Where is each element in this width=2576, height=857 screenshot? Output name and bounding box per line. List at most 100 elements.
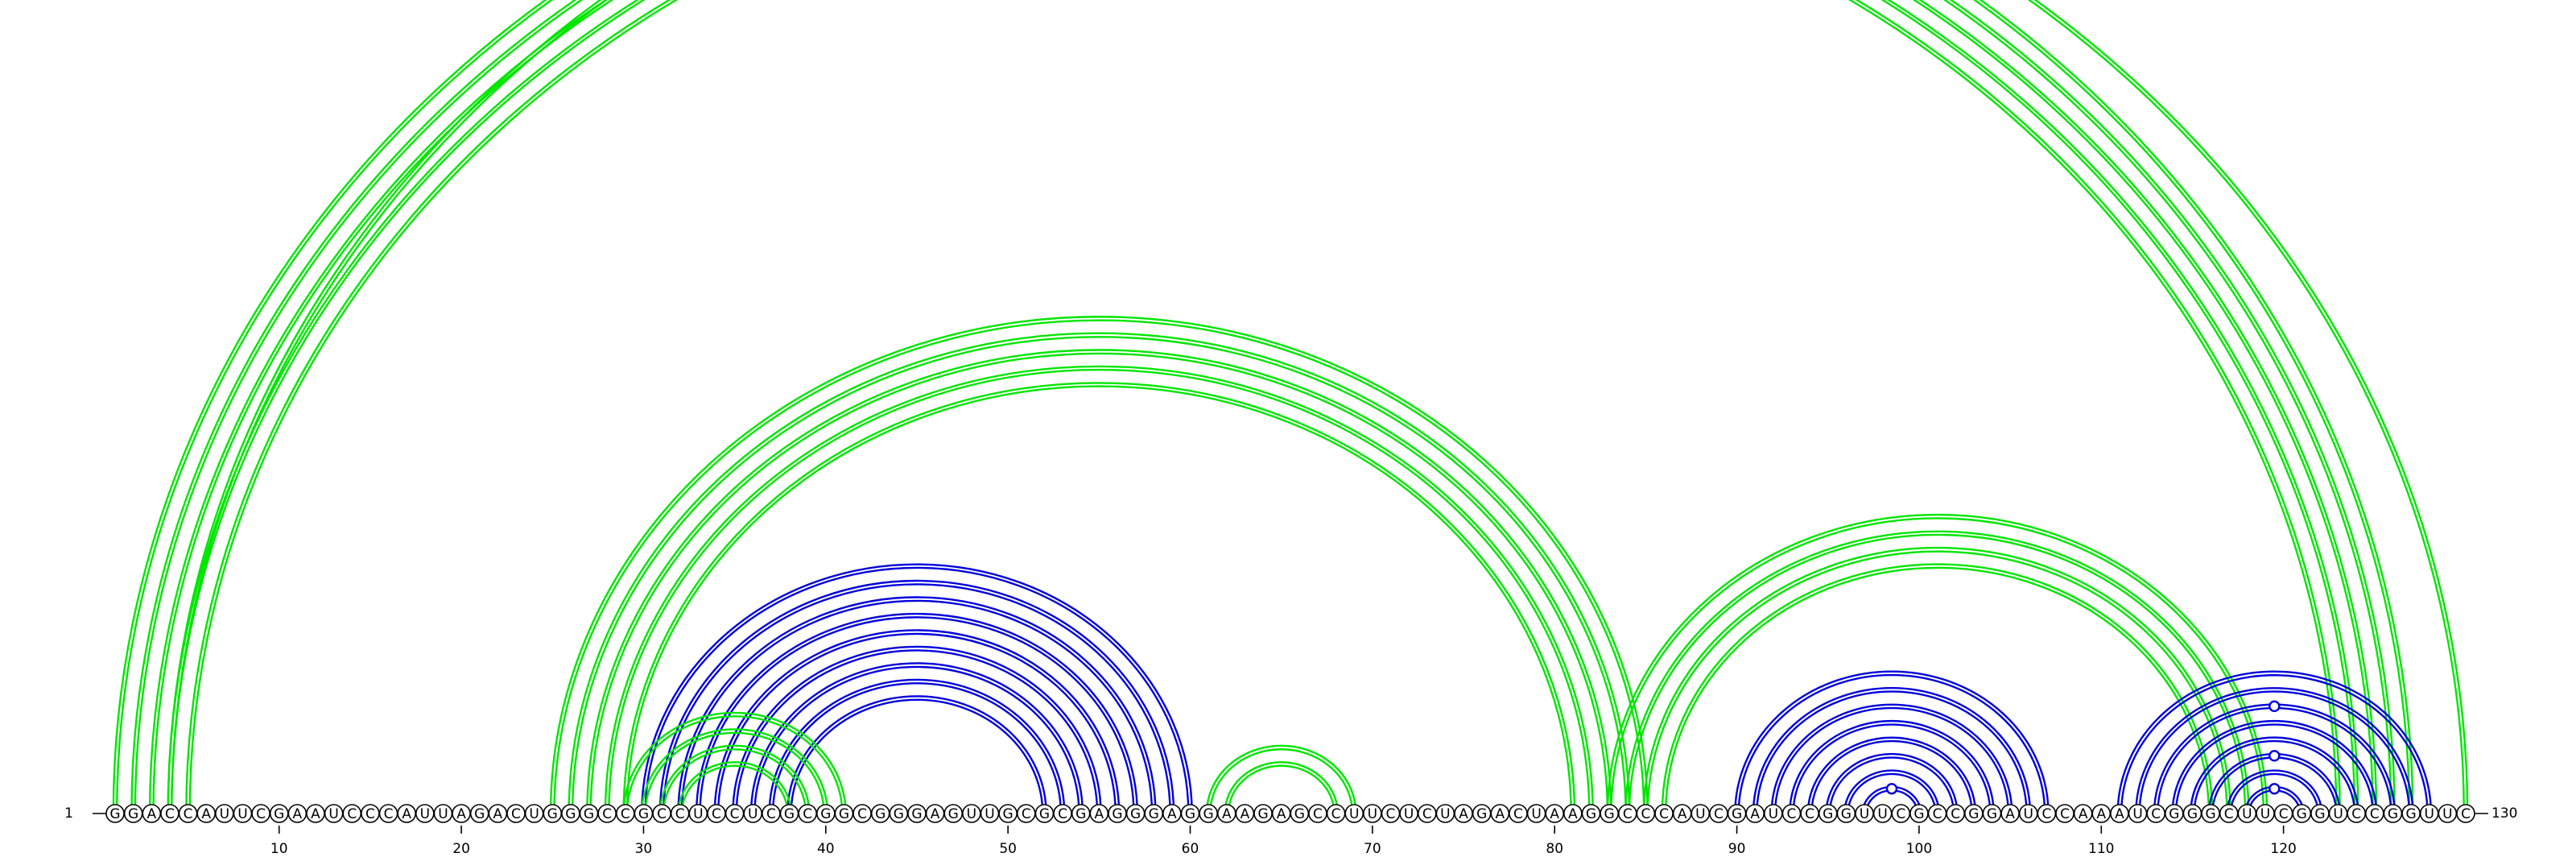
nucleotide-126: G — [2383, 804, 2403, 823]
nucleotide-20: A — [452, 804, 471, 823]
tick-label-50: 50 — [999, 841, 1017, 857]
nucleotide-19: U — [433, 804, 453, 823]
arc-111-128-stroke-1 — [2116, 670, 2433, 814]
nucleotide-24: U — [524, 804, 544, 823]
tick-label-60: 60 — [1182, 841, 1199, 857]
nucleotide-125: C — [2365, 804, 2384, 823]
nucleotide-letter-98: U — [1877, 806, 1887, 822]
nucleotide-42: C — [852, 804, 872, 823]
nucleotide-82: G — [1581, 804, 1601, 823]
nucleotide-23: C — [506, 804, 526, 823]
nucleotide-letter-38: G — [784, 806, 795, 822]
arc-91-106-stroke-1 — [1752, 687, 2032, 814]
nucleotide-letter-73: C — [1422, 806, 1432, 822]
nucleotide-letter-14: C — [347, 806, 357, 822]
nucleotide-letter-120: C — [2279, 806, 2289, 822]
nucleotide-letter-75: A — [1459, 806, 1468, 822]
nucleotide-13: U — [324, 804, 344, 823]
nucleotide-75: A — [1454, 804, 1473, 823]
nucleotide-54: G — [1071, 804, 1091, 823]
nucleotide-circle-130 — [2456, 804, 2475, 823]
nucleotide-64: G — [1253, 804, 1273, 823]
arc-29-81-stroke-1 — [622, 382, 1576, 814]
arc-27-83-stroke-0 — [591, 354, 1608, 814]
nucleotide-letter-49: U — [985, 806, 994, 822]
nucleotide-letter-63: A — [1241, 806, 1250, 822]
arc-33-57-stroke-0 — [699, 616, 1135, 814]
nucleotide-letter-28: C — [602, 806, 612, 822]
nucleotide-77: A — [1490, 804, 1510, 823]
nucleotide-115: G — [2182, 804, 2202, 823]
nucleotide-52: G — [1034, 804, 1055, 823]
arc-35-55-stroke-0 — [735, 649, 1099, 814]
nucleotide-letter-50: G — [1003, 806, 1013, 822]
arc-31-59-stroke-0 — [663, 583, 1171, 814]
nucleotide-letter-122: G — [2314, 806, 2325, 822]
nucleotide-letter-125: C — [2370, 806, 2380, 822]
nucleotide-letter-51: C — [1022, 806, 1031, 822]
nucleotide-38: G — [779, 804, 799, 823]
arc-93-104-stroke-0 — [1792, 723, 1992, 814]
nucleotide-letter-62: A — [1222, 806, 1232, 822]
nucleotide-letter-108: C — [2060, 806, 2070, 822]
arc-36-54-stroke-0 — [753, 665, 1080, 814]
nucleotide-letter-130: C — [2461, 806, 2471, 822]
nucleotide-18: U — [415, 804, 435, 823]
nucleotide-127: G — [2401, 804, 2421, 823]
nucleotide-letter-26: G — [565, 806, 576, 822]
nucleotide-letter-78: C — [1513, 806, 1523, 822]
nucleotide-letter-68: C — [1331, 806, 1341, 822]
nucleotide-letter-119: U — [2260, 806, 2270, 822]
arc-30-60-stroke-1 — [641, 564, 1193, 814]
nucleotide-67: C — [1308, 804, 1327, 823]
nucleotide-letter-111: A — [2115, 806, 2124, 822]
tick-label-10: 10 — [270, 841, 288, 857]
nucleotide-121: G — [2292, 804, 2312, 823]
nucleotide-49: U — [980, 804, 1000, 823]
arc-117-122-stroke-0 — [2229, 773, 2319, 814]
nucleotide-letter-92: U — [1769, 806, 1778, 822]
nucleotide-29: C — [615, 804, 635, 823]
nucleotide-48: U — [962, 804, 981, 823]
arc-5-123-stroke-1 — [185, 0, 2341, 814]
tick-label-70: 70 — [1364, 841, 1381, 857]
nucleotide-letter-15: C — [365, 806, 375, 822]
nucleotide-letter-106: U — [2024, 806, 2033, 822]
nucleotide-letter-121: G — [2297, 806, 2307, 822]
nucleotide-letter-80: A — [1550, 806, 1559, 822]
nucleotide-letter-58: G — [1149, 806, 1159, 822]
arc-30-40-stroke-1 — [641, 728, 829, 814]
nucleotide-84: C — [1617, 804, 1637, 823]
nucleotide-96: G — [1836, 804, 1856, 823]
nucleotide-letter-43: G — [875, 806, 886, 822]
arc-116-123-marker — [2268, 750, 2281, 762]
nucleotide-118: U — [2237, 804, 2257, 823]
arc-95-102-stroke-0 — [1828, 756, 1955, 814]
arc-92-105-stroke-1 — [1770, 704, 2013, 814]
nucleotide-letter-77: A — [1495, 806, 1505, 822]
tick-label-90: 90 — [1728, 841, 1746, 857]
nucleotide-90: G — [1727, 804, 1747, 823]
nucleotide-letter-83: G — [1604, 806, 1615, 822]
nucleotide-letter-84: C — [1623, 806, 1633, 822]
nucleotide-letter-112: U — [2132, 806, 2142, 822]
nucleotide-letter-82: G — [1586, 806, 1596, 822]
nucleotide-63: A — [1235, 804, 1255, 823]
nucleotide-72: U — [1399, 804, 1418, 823]
arc-113-126-marker — [2268, 700, 2281, 713]
arc-4-130-stroke-0 — [171, 0, 2464, 814]
nucleotide-letter-128: U — [2425, 806, 2434, 822]
nucleotide-98: U — [1872, 804, 1893, 823]
nucleotide-53: C — [1053, 804, 1072, 823]
end-label: 130 — [2491, 805, 2517, 822]
arc-1-127-stroke-0 — [117, 0, 2409, 814]
nucleotide-letter-48: U — [967, 806, 976, 822]
nucleotide-112: U — [2128, 804, 2148, 823]
nucleotide-62: A — [1216, 804, 1236, 823]
arc-62-68-stroke-1 — [1224, 761, 1339, 814]
nucleotide-letter-47: G — [948, 806, 959, 822]
arc-86-116-stroke-0 — [1665, 566, 2211, 814]
arc-4-124-stroke-1 — [167, 0, 2359, 814]
nucleotide-58: G — [1144, 804, 1164, 823]
